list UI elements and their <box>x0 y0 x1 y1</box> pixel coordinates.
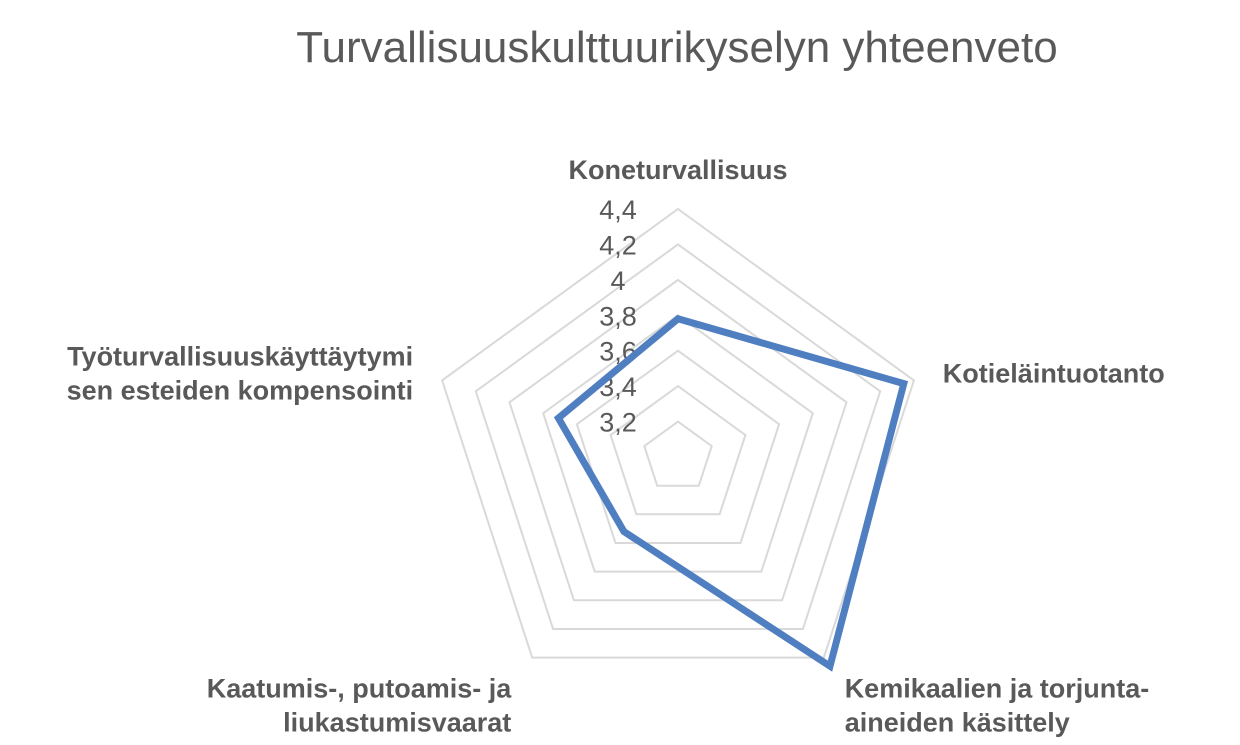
grid-ring <box>542 314 814 573</box>
series-line <box>553 314 909 672</box>
category-label: liukastumisvaarat <box>283 707 511 737</box>
category-label: Kemikaalien ja torjunta- <box>845 673 1150 703</box>
category-label: Työturvallisuuskäyttäytymi <box>67 342 413 372</box>
radial-axis-ticks: 3,23,43,63,844,24,4 <box>599 195 637 438</box>
grid-ring <box>643 420 713 487</box>
series-layer <box>553 314 909 672</box>
category-label: Kaatumis-, putoamis- ja <box>207 673 513 703</box>
tick-label: 4,4 <box>599 195 637 225</box>
grid-ring <box>440 207 916 659</box>
tick-label: 4 <box>610 266 625 296</box>
chart-title: Turvallisuuskulttuurikyselyn yhteenveto <box>296 23 1057 72</box>
radar-grid <box>440 207 916 659</box>
grid-ring <box>609 384 747 516</box>
tick-label: 4,2 <box>599 230 637 260</box>
category-label: aineiden käsittely <box>845 707 1070 737</box>
category-labels: Koneturvallisuus Kotieläintuotanto Kemikaa… <box>67 155 1165 737</box>
tick-label: 3,2 <box>599 408 637 438</box>
category-label: Kotieläintuotanto <box>943 359 1165 389</box>
category-label: sen esteiden kompensointi <box>67 376 414 406</box>
grid-ring <box>508 278 848 602</box>
category-label: Koneturvallisuus <box>568 155 787 185</box>
tick-label: 3,8 <box>599 301 637 331</box>
grid-ring <box>575 349 781 544</box>
